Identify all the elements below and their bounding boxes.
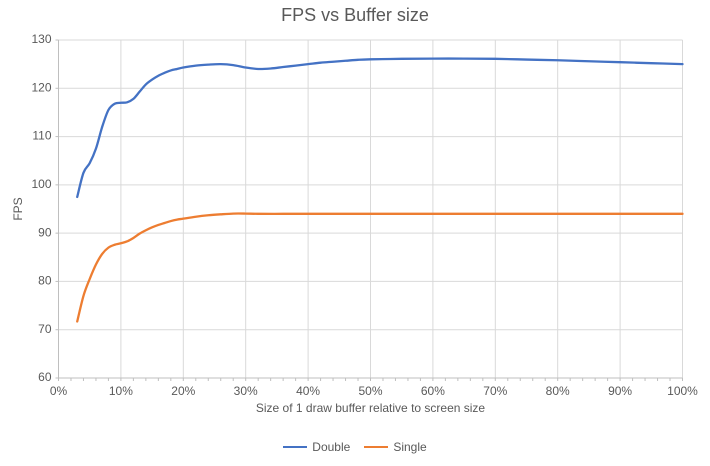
x-tick-label: 30% (234, 384, 258, 398)
chart-title: FPS vs Buffer size (281, 5, 429, 25)
legend: Double Single (0, 440, 710, 454)
legend-label: Double (312, 440, 351, 454)
x-axis-title: Size of 1 draw buffer relative to screen… (255, 401, 486, 415)
x-tick-label: 100% (667, 384, 698, 398)
y-tick-label: 120 (31, 80, 51, 94)
legend-item-double: Double (283, 440, 350, 454)
y-tick-label: 70 (38, 322, 52, 336)
x-tick-label: 90% (608, 384, 632, 398)
legend-swatch (283, 445, 308, 449)
y-tick-label: 130 (31, 32, 51, 46)
y-tick-label: 90 (38, 225, 52, 239)
x-tick-label: 40% (296, 384, 320, 398)
y-tick-label: 100 (31, 177, 51, 191)
y-tick-label: 110 (32, 129, 51, 143)
x-tick-label: 60% (421, 384, 445, 398)
y-tick-label: 80 (38, 274, 52, 288)
series-line-single (76, 212, 684, 323)
x-tick-label: 70% (483, 384, 507, 398)
x-tick-label: 0% (50, 384, 68, 398)
legend-label: Single (393, 440, 427, 454)
x-tick-label: 50% (358, 384, 382, 398)
x-tick-label: 80% (546, 384, 570, 398)
y-axis-title: FPS (11, 197, 25, 221)
legend-swatch (364, 445, 389, 449)
x-tick-label: 10% (109, 384, 133, 398)
x-tick-label: 20% (171, 384, 195, 398)
legend-item-single: Single (364, 440, 427, 454)
y-tick-label: 60 (38, 370, 52, 384)
series-line-double (76, 57, 684, 199)
